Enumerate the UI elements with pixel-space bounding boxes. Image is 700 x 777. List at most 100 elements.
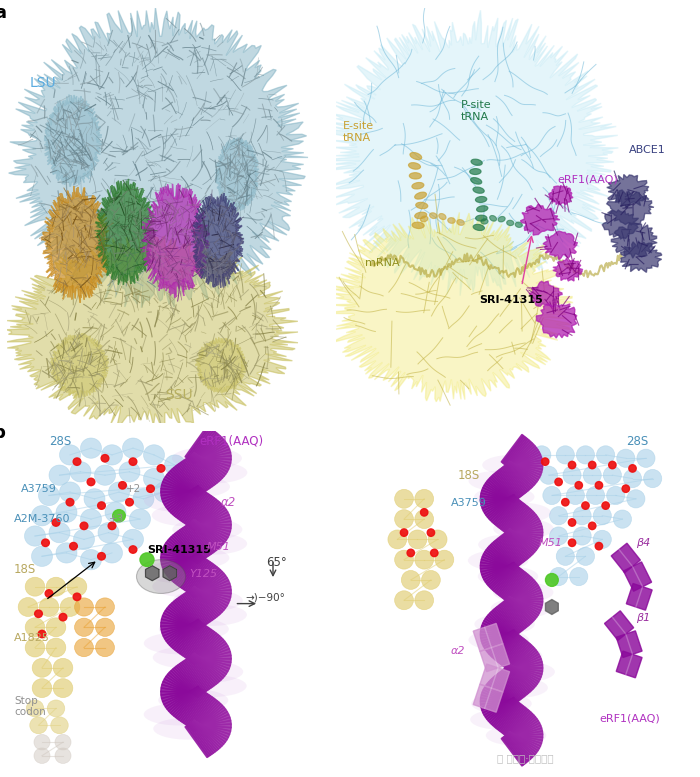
Polygon shape <box>193 712 229 730</box>
Polygon shape <box>185 426 209 458</box>
Ellipse shape <box>494 662 555 682</box>
Polygon shape <box>193 646 230 664</box>
Polygon shape <box>508 530 533 556</box>
Polygon shape <box>166 620 198 643</box>
Polygon shape <box>194 436 222 463</box>
Ellipse shape <box>515 222 522 228</box>
Text: 28S: 28S <box>626 435 648 448</box>
Polygon shape <box>164 620 198 641</box>
Polygon shape <box>501 570 524 598</box>
Polygon shape <box>170 687 199 715</box>
Polygon shape <box>510 654 540 671</box>
Polygon shape <box>183 593 207 625</box>
Polygon shape <box>193 702 220 730</box>
Polygon shape <box>194 587 222 614</box>
Polygon shape <box>508 732 533 758</box>
Polygon shape <box>171 669 199 697</box>
Polygon shape <box>510 597 538 617</box>
Polygon shape <box>41 186 111 303</box>
Polygon shape <box>529 281 562 307</box>
Polygon shape <box>505 573 528 601</box>
Polygon shape <box>484 630 514 650</box>
Polygon shape <box>496 538 519 566</box>
Polygon shape <box>507 711 531 737</box>
Polygon shape <box>616 651 642 678</box>
Ellipse shape <box>470 178 482 184</box>
Polygon shape <box>549 186 573 204</box>
Polygon shape <box>181 595 204 626</box>
Polygon shape <box>489 545 514 570</box>
Text: A2M-3760: A2M-3760 <box>14 514 71 524</box>
Circle shape <box>74 598 94 616</box>
Polygon shape <box>509 457 542 468</box>
Polygon shape <box>480 629 514 636</box>
Ellipse shape <box>172 518 242 541</box>
Polygon shape <box>493 609 517 636</box>
Polygon shape <box>183 492 206 523</box>
Polygon shape <box>489 478 514 502</box>
Polygon shape <box>174 600 199 629</box>
Polygon shape <box>176 465 201 495</box>
Polygon shape <box>186 658 209 690</box>
Polygon shape <box>616 631 642 657</box>
Polygon shape <box>497 470 519 498</box>
Polygon shape <box>163 679 199 697</box>
Circle shape <box>25 638 45 657</box>
Polygon shape <box>185 726 209 758</box>
Circle shape <box>587 486 605 504</box>
Circle shape <box>596 446 615 464</box>
Polygon shape <box>177 598 202 628</box>
Polygon shape <box>503 737 525 765</box>
Ellipse shape <box>478 566 538 587</box>
Polygon shape <box>167 472 198 497</box>
Circle shape <box>74 593 80 601</box>
Polygon shape <box>481 559 514 569</box>
Polygon shape <box>482 563 514 577</box>
Polygon shape <box>181 528 205 559</box>
Polygon shape <box>178 622 202 653</box>
Polygon shape <box>172 468 199 497</box>
Polygon shape <box>621 241 661 273</box>
Circle shape <box>119 482 126 489</box>
Polygon shape <box>176 688 201 719</box>
Polygon shape <box>164 611 198 630</box>
Polygon shape <box>482 623 514 637</box>
Polygon shape <box>508 463 542 466</box>
Polygon shape <box>192 633 218 663</box>
Polygon shape <box>173 621 200 650</box>
Ellipse shape <box>478 535 538 555</box>
Polygon shape <box>507 576 531 602</box>
Polygon shape <box>505 505 527 533</box>
Circle shape <box>421 509 428 516</box>
Polygon shape <box>485 481 514 503</box>
Polygon shape <box>509 521 541 536</box>
Ellipse shape <box>473 225 484 231</box>
Circle shape <box>50 717 69 733</box>
Polygon shape <box>193 701 219 730</box>
Polygon shape <box>181 557 204 588</box>
Ellipse shape <box>173 660 243 683</box>
Polygon shape <box>179 663 204 694</box>
Polygon shape <box>484 698 514 717</box>
Text: E-site
tRNA: E-site tRNA <box>343 121 374 143</box>
Polygon shape <box>503 601 525 629</box>
Polygon shape <box>190 697 214 728</box>
Polygon shape <box>505 667 527 695</box>
Polygon shape <box>499 500 522 529</box>
Circle shape <box>147 485 154 493</box>
Polygon shape <box>194 587 227 608</box>
Polygon shape <box>188 724 212 755</box>
Polygon shape <box>510 529 539 549</box>
Polygon shape <box>486 563 514 586</box>
Polygon shape <box>183 660 206 692</box>
Polygon shape <box>508 645 533 671</box>
Polygon shape <box>166 540 198 564</box>
Circle shape <box>637 449 655 468</box>
Polygon shape <box>502 503 524 531</box>
Circle shape <box>395 510 414 528</box>
Circle shape <box>74 639 94 657</box>
Polygon shape <box>162 555 199 567</box>
Polygon shape <box>508 713 534 739</box>
Ellipse shape <box>160 476 230 498</box>
Polygon shape <box>510 514 538 536</box>
